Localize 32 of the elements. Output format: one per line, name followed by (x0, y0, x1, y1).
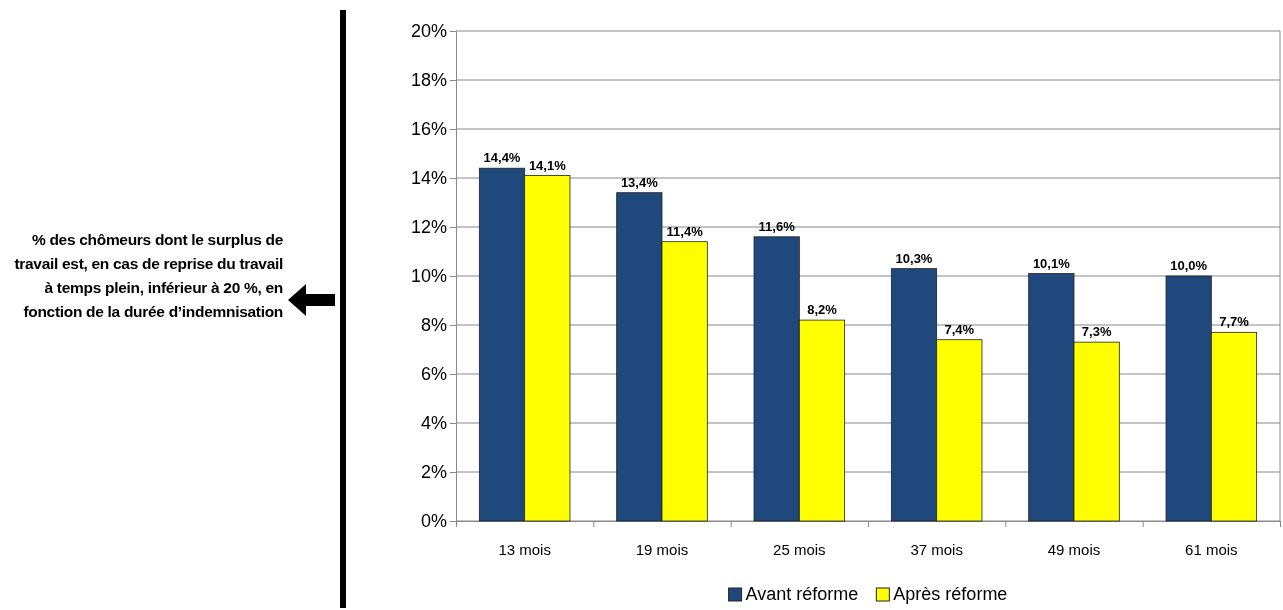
y-tick-label: 10% (410, 266, 447, 287)
x-tick-label: 61 mois (1185, 541, 1238, 558)
data-label: 11,6% (758, 218, 796, 234)
data-label: 7,3% (1081, 324, 1112, 340)
data-label: 10,3% (895, 250, 933, 266)
data-label: 10,1% (1032, 255, 1071, 271)
data-label: 13,4% (620, 174, 659, 190)
data-label: 14,4% (483, 150, 521, 166)
x-tick-label: 19 mois (635, 541, 689, 558)
x-tick-label: 25 mois (773, 541, 826, 558)
y-tick-label: 0% (420, 511, 447, 532)
y-tick-label: 16% (410, 119, 447, 140)
data-label: 10,0% (1170, 258, 1208, 273)
x-tick-label: 37 mois (910, 541, 963, 558)
data-label: 14,1% (528, 157, 567, 173)
y-tick-label: 4% (420, 413, 447, 434)
legend-label: Après réforme (893, 584, 1008, 604)
y-tick-label: 12% (410, 217, 447, 238)
y-tick-label: 20% (410, 21, 447, 42)
y-tick-label: 2% (420, 462, 447, 483)
y-tick-label: 6% (420, 364, 447, 385)
y-tick-label: 14% (410, 168, 447, 189)
y-tick-label: 8% (420, 315, 447, 336)
text: % des chômeurs dont le surplus de travail est, en cas de reprise du travail à temps plein, inférieur à 20 %, en fonction de la durée d’indemnisation (13, 230, 283, 322)
data-label: 11,4% (666, 223, 704, 239)
x-tick-label: 49 mois (1047, 541, 1101, 558)
data-label: 7,7% (1219, 314, 1250, 330)
data-label: 7,4% (944, 321, 975, 337)
x-tick-label: 13 mois (498, 541, 551, 558)
y-tick-label: 18% (410, 70, 447, 91)
legend-label: Avant réforme (745, 584, 859, 604)
data-label: 8,2% (807, 302, 838, 318)
